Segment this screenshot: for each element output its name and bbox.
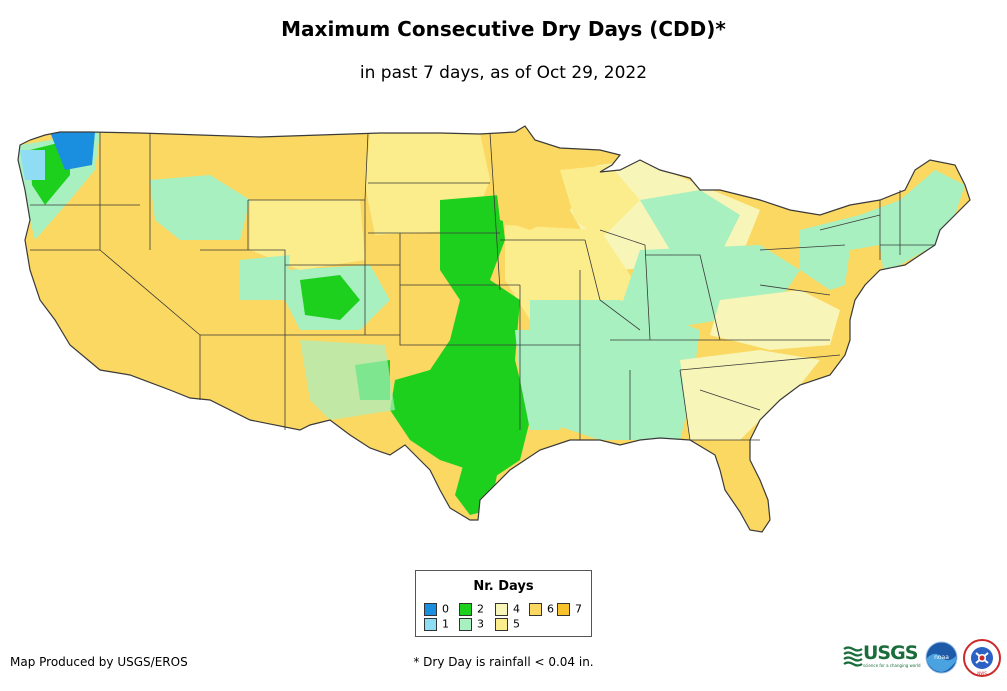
- zone-6-florida: [720, 470, 770, 530]
- map-title: Maximum Consecutive Dry Days (CDD)*: [281, 17, 726, 41]
- legend-swatch-6: [529, 603, 542, 616]
- usgs-logo: USGS science for a changing world: [843, 642, 921, 670]
- noaa-logo-text: noaa: [934, 654, 949, 661]
- usgs-wave-icon: [843, 646, 863, 667]
- legend-label-5: 5: [513, 617, 520, 631]
- zone-3-ohio-valley: [620, 245, 800, 330]
- legend-swatch-4: [495, 603, 508, 616]
- legend-swatch-5: [495, 618, 508, 631]
- legend-label-2: 2: [477, 602, 484, 616]
- legend-swatch-7: [557, 603, 570, 616]
- usgs-tagline: science for a changing world: [863, 663, 921, 668]
- zone-3-michigan: [640, 190, 740, 255]
- legend-swatch-2: [459, 603, 472, 616]
- zone-3-southeast: [530, 300, 700, 440]
- zone-3-arkansas: [515, 330, 575, 430]
- dry-day-footnote: * Dry Day is rainfall < 0.04 in.: [413, 655, 594, 669]
- map-subtitle: in past 7 days, as of Oct 29, 2022: [359, 63, 648, 83]
- legend-item-2: 2: [459, 603, 484, 616]
- zone-5-wyoming: [250, 200, 365, 270]
- legend-label-1: 1: [442, 617, 449, 631]
- legend-swatch-3: [459, 618, 472, 631]
- us-map: [17, 125, 971, 533]
- legend-label-0: 0: [442, 602, 449, 616]
- legend-item-3: 3: [459, 618, 484, 631]
- zone-0-washington: [50, 132, 95, 170]
- zone-5-wisconsin: [560, 165, 640, 240]
- nws-logo: NWS: [963, 639, 1001, 677]
- zone-3-utah: [240, 255, 290, 300]
- nws-logo-text: NWS: [977, 671, 987, 676]
- legend-swatch-0: [424, 603, 437, 616]
- legend-item-7: 7: [557, 603, 582, 616]
- zone-2-colorado: [300, 275, 360, 320]
- legend-item-5: 5: [495, 618, 520, 631]
- state-borders: [30, 132, 935, 441]
- legend-label-4: 4: [513, 602, 520, 616]
- legend: Nr. Days 0 1 2 3 4 5 6 7: [415, 570, 592, 637]
- zone-2-southern-plains: [390, 195, 530, 480]
- zone-4-carolinas: [680, 350, 820, 440]
- legend-swatch-1: [424, 618, 437, 631]
- legend-item-1: 1: [424, 618, 449, 631]
- legend-label-3: 3: [477, 617, 484, 631]
- zone-4-virginia: [710, 290, 840, 350]
- zone-3-idaho: [150, 175, 250, 240]
- zone-3-northeast: [800, 170, 965, 290]
- zone-1-washington-coast: [20, 150, 45, 180]
- legend-item-6: 6: [529, 603, 554, 616]
- legend-label-7: 7: [575, 602, 582, 616]
- zone-3-new-mexico: [300, 340, 395, 420]
- legend-item-4: 4: [495, 603, 520, 616]
- usgs-logo-text: USGS: [863, 642, 918, 664]
- cdd-raster: [18, 126, 970, 532]
- noaa-logo: noaa: [925, 641, 958, 674]
- legend-item-0: 0: [424, 603, 449, 616]
- legend-title: Nr. Days: [473, 579, 534, 594]
- legend-label-6: 6: [547, 602, 554, 616]
- map-credit: Map Produced by USGS/EROS: [10, 655, 188, 669]
